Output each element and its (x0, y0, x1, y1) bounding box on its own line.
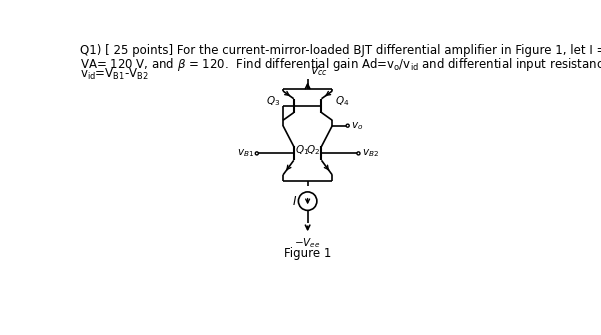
Text: I: I (293, 195, 296, 208)
Text: $V_{cc}$: $V_{cc}$ (310, 64, 328, 78)
Text: Q1) [ 25 points] For the current-mirror-loaded BJT differential amplifier in Fig: Q1) [ 25 points] For the current-mirror-… (81, 44, 601, 57)
Text: $v_{B1}$: $v_{B1}$ (237, 147, 254, 159)
Text: Figure 1: Figure 1 (284, 247, 331, 260)
Text: $Q_2$: $Q_2$ (306, 143, 320, 157)
Text: $Q_3$: $Q_3$ (266, 94, 280, 108)
Text: $Q_4$: $Q_4$ (335, 94, 350, 108)
Text: $v_o$: $v_o$ (351, 120, 363, 132)
Text: $v_{B2}$: $v_{B2}$ (362, 147, 379, 159)
Text: VA= 120 V, and $\beta$ = 120.  Find differential gain Ad=v$_{\rm o}$/v$_{\rm id}: VA= 120 V, and $\beta$ = 120. Find diffe… (81, 56, 601, 73)
Text: $-V_{ee}$: $-V_{ee}$ (294, 237, 321, 250)
Text: $Q_1$: $Q_1$ (295, 143, 310, 157)
Text: v$_{\rm id}$=V$_{\rm B1}$-V$_{\rm B2}$: v$_{\rm id}$=V$_{\rm B1}$-V$_{\rm B2}$ (81, 67, 149, 82)
